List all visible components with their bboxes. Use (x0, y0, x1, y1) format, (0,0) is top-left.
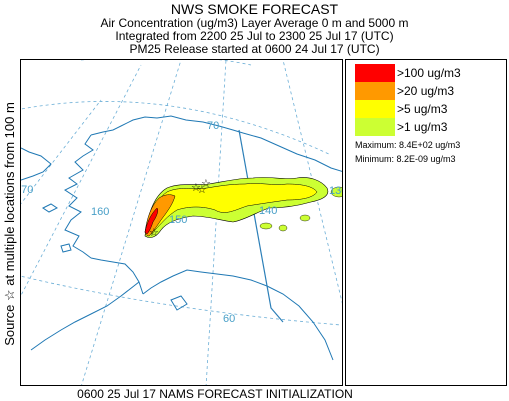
lon-label-150: 150 (169, 214, 187, 226)
legend-label-gt20: >20 ug/m3 (397, 84, 455, 98)
fragment-south-1 (259, 222, 273, 230)
lat-line-70 (21, 101, 332, 156)
source-markers: ☆ ☆ ☆ ☆ (149, 177, 211, 239)
legend-label-gt1: >1 ug/m3 (397, 120, 448, 134)
smoke-plume (144, 177, 342, 238)
west-coast (64, 134, 94, 259)
lon-line-150 (81, 60, 182, 385)
canada-coast (242, 132, 342, 172)
source-star-2: ☆ (191, 181, 201, 194)
legend-swatch-red (355, 64, 395, 82)
lon-line-140 (205, 60, 227, 385)
subtitle-concentration: Air Concentration (ug/m3) Layer Average … (100, 16, 409, 30)
source-star-3: ☆ (201, 177, 211, 190)
legend-swatch-yellow (355, 100, 395, 118)
source-side-label: Source ☆ at multiple locations from 100 … (2, 102, 17, 346)
lat-line-80 (81, 60, 252, 66)
source-star-4: ☆ (197, 183, 207, 196)
north-coast (90, 115, 244, 136)
coastline (21, 115, 342, 361)
island-st-lawrence (42, 203, 58, 213)
fragment-south-3 (299, 214, 311, 222)
source-star-1: ☆ (149, 226, 159, 239)
legend-maximum: Maximum: 8.4E+02 ug/m3 (355, 140, 461, 150)
map-panel: ☆ ☆ ☆ ☆ 70 60 170 160 150 140 130 (20, 59, 343, 386)
legend-minimum: Minimum: 8.2E-09 ug/m3 (355, 154, 456, 164)
lon-label-140: 140 (259, 205, 277, 217)
lon-label-170: 170 (21, 184, 33, 196)
legend-swatch-orange (355, 82, 395, 100)
plume-level-gt100 (144, 207, 159, 235)
lon-label-130: 130 (329, 185, 343, 197)
lon-line-160 (21, 64, 142, 297)
south-coast (142, 269, 334, 361)
plume-level-gt5 (146, 183, 318, 235)
legend-label-gt5: >5 ug/m3 (397, 102, 448, 116)
lon-line-170 (21, 99, 102, 205)
aleutian-chain (30, 281, 140, 351)
alaska-map: ☆ ☆ ☆ ☆ 70 60 170 160 150 140 130 (21, 60, 343, 385)
southwest-coast (90, 257, 144, 295)
legend-swatch-lime (355, 118, 395, 136)
fragment-south-2 (278, 224, 288, 232)
lon-label-160: 160 (91, 206, 109, 218)
lat-label-60: 60 (223, 313, 235, 325)
plume-fragments (259, 186, 342, 232)
plume-level-gt20 (144, 194, 176, 237)
lat-label-70: 70 (207, 120, 219, 132)
island-nunivak (60, 243, 72, 253)
legend-label-gt100: >100 ug/m3 (397, 66, 461, 80)
island-kodiak (170, 295, 188, 311)
forecast-footer: 0600 25 Jul 17 NAMS FORECAST INITIALIZAT… (77, 387, 353, 401)
russia-coast (21, 147, 52, 181)
legend-panel: >100 ug/m3 >20 ug/m3 >5 ug/m3 >1 ug/m3 M… (345, 59, 507, 386)
lat-line-60 (21, 275, 342, 326)
chart-title: NWS SMOKE FORECAST (170, 1, 339, 17)
subtitle-integration: Integrated from 2200 25 Jul to 2300 25 J… (115, 29, 394, 43)
fragment-east (330, 186, 342, 198)
subtitle-release: PM25 Release started at 0600 24 Jul 17 (… (129, 42, 380, 56)
